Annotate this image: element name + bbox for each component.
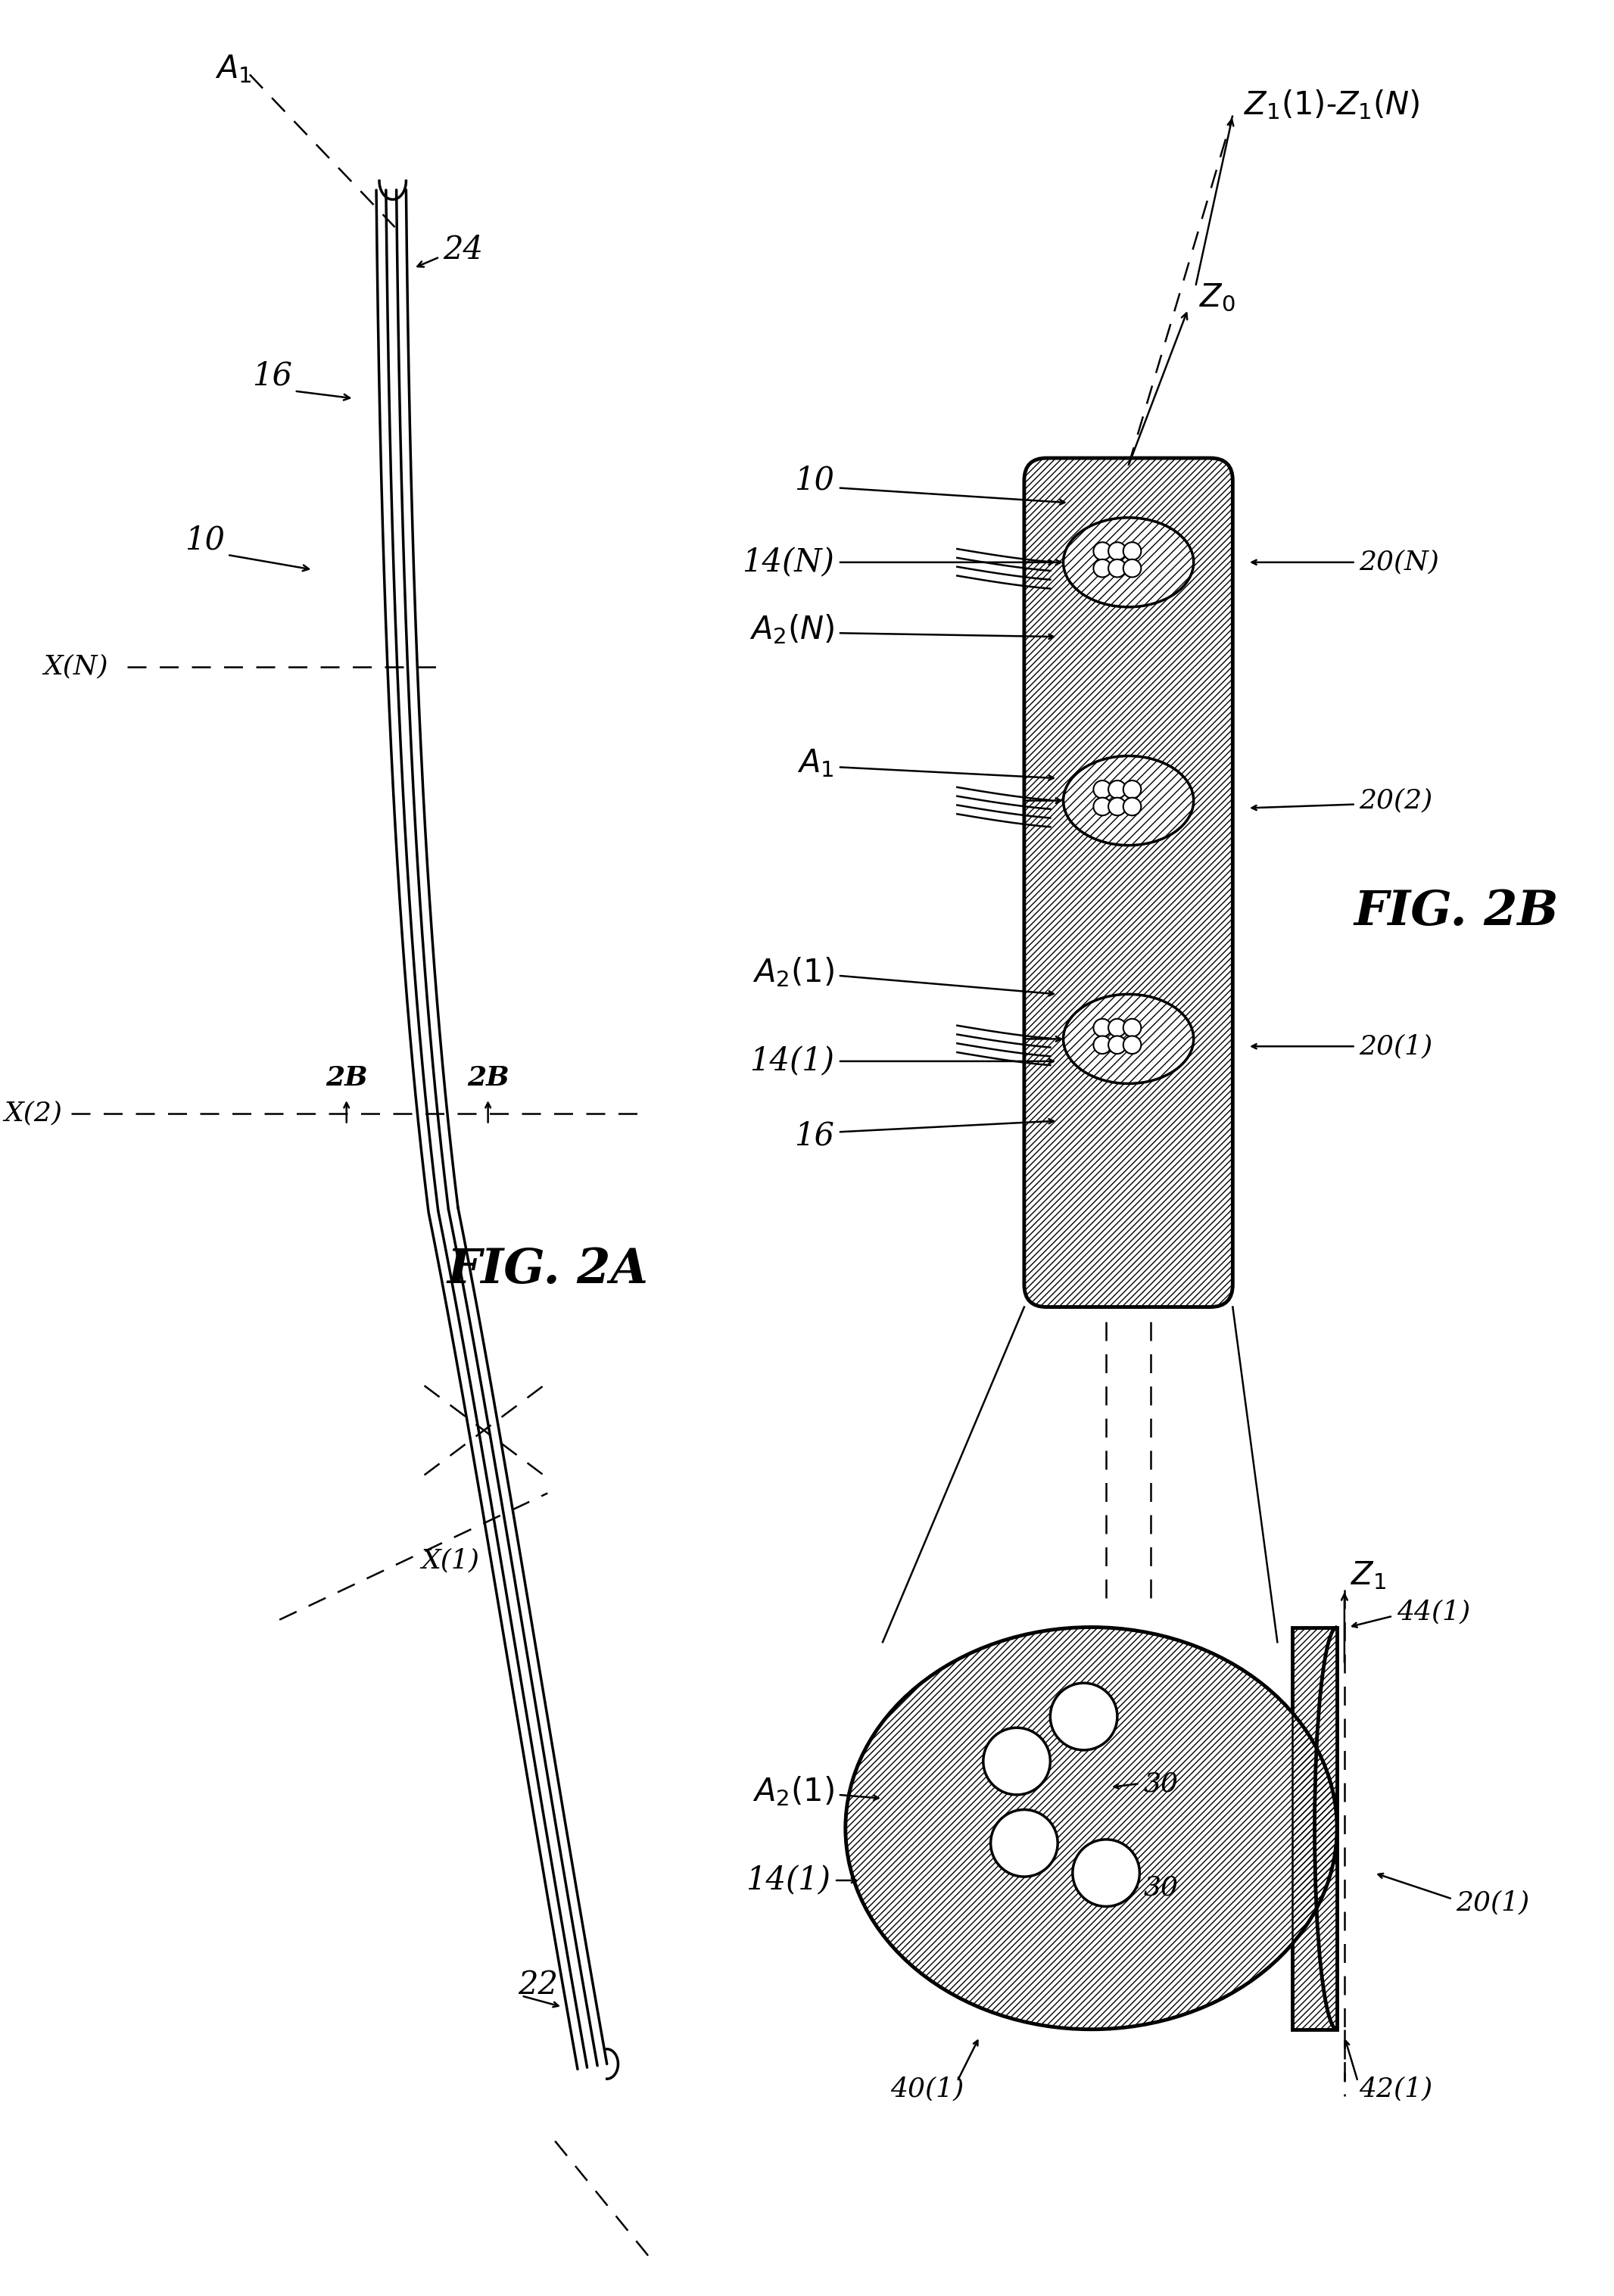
Text: 2B: 2B — [326, 1065, 368, 1091]
Circle shape — [1093, 797, 1112, 815]
Circle shape — [1109, 797, 1127, 815]
Circle shape — [983, 1727, 1051, 1795]
Circle shape — [1109, 560, 1127, 576]
Text: $A_1$: $A_1$ — [797, 748, 834, 778]
Ellipse shape — [1064, 755, 1194, 845]
Circle shape — [1109, 542, 1127, 560]
Text: 22: 22 — [518, 1968, 558, 2000]
Circle shape — [1109, 781, 1127, 799]
Text: $A_2(1)$: $A_2(1)$ — [752, 955, 834, 990]
Circle shape — [1123, 797, 1141, 815]
FancyBboxPatch shape — [1025, 459, 1233, 1306]
Text: 44(1): 44(1) — [1396, 1600, 1470, 1626]
Circle shape — [1123, 560, 1141, 576]
Circle shape — [991, 1809, 1057, 1876]
Text: FIG. 2A: FIG. 2A — [447, 1247, 649, 1293]
Text: 14(1): 14(1) — [746, 1864, 831, 1896]
Text: 10: 10 — [794, 464, 834, 496]
Polygon shape — [1293, 1628, 1336, 2030]
Text: 20(N): 20(N) — [1359, 549, 1440, 576]
Text: X(1): X(1) — [421, 1548, 479, 1573]
Circle shape — [1123, 1019, 1141, 1038]
Text: 30: 30 — [1143, 1770, 1178, 1795]
Text: 30: 30 — [1143, 1876, 1178, 1901]
Text: 16: 16 — [794, 1120, 834, 1153]
Text: 10: 10 — [186, 523, 224, 556]
Text: FIG. 2B: FIG. 2B — [1354, 889, 1559, 934]
Ellipse shape — [846, 1628, 1336, 2030]
Text: 20(2): 20(2) — [1359, 788, 1433, 813]
Ellipse shape — [1064, 517, 1194, 606]
Text: 20(1): 20(1) — [1456, 1890, 1530, 1915]
Circle shape — [1123, 1035, 1141, 1054]
Circle shape — [1093, 560, 1112, 576]
Text: 2B: 2B — [466, 1065, 508, 1091]
Text: 24: 24 — [444, 234, 484, 266]
Text: $A_2(N)$: $A_2(N)$ — [749, 613, 834, 645]
Circle shape — [1109, 1019, 1127, 1038]
Text: 42(1): 42(1) — [1359, 2076, 1433, 2101]
Ellipse shape — [1064, 994, 1194, 1084]
Text: $Z_0$: $Z_0$ — [1199, 282, 1235, 315]
Circle shape — [1093, 1019, 1112, 1038]
Circle shape — [1093, 781, 1112, 799]
Text: 14(N): 14(N) — [742, 546, 834, 579]
Text: $A_1$: $A_1$ — [215, 53, 252, 85]
Circle shape — [1093, 542, 1112, 560]
Circle shape — [1109, 1035, 1127, 1054]
Circle shape — [1123, 542, 1141, 560]
Text: X(2): X(2) — [3, 1100, 61, 1127]
Text: X(N): X(N) — [44, 654, 108, 680]
Text: 40(1): 40(1) — [891, 2076, 964, 2101]
Circle shape — [1073, 1839, 1139, 1906]
Text: 16: 16 — [252, 360, 292, 393]
Text: $Z_1(1)$-$Z_1(N)$: $Z_1(1)$-$Z_1(N)$ — [1244, 87, 1420, 122]
Text: 20(1): 20(1) — [1359, 1033, 1433, 1058]
Text: $A_2(1)$: $A_2(1)$ — [752, 1775, 834, 1807]
Circle shape — [1123, 781, 1141, 799]
Circle shape — [1051, 1683, 1117, 1750]
Text: $Z_1$: $Z_1$ — [1351, 1559, 1386, 1591]
Circle shape — [1093, 1035, 1112, 1054]
Text: 14(1): 14(1) — [749, 1045, 834, 1077]
